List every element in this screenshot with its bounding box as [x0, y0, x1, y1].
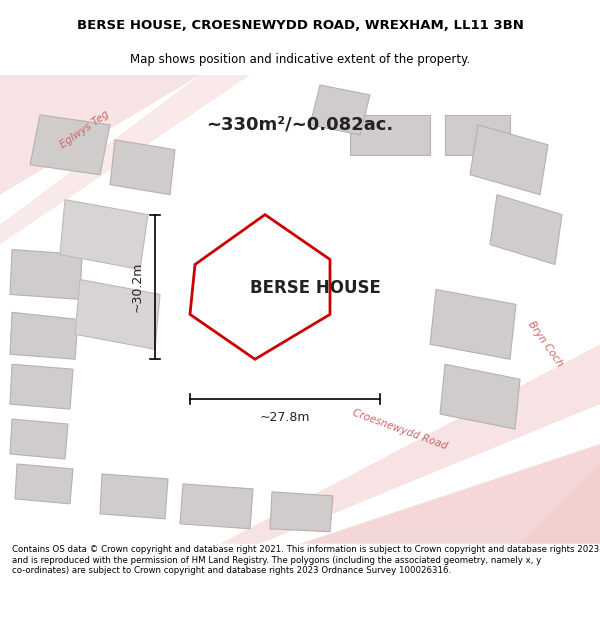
Polygon shape — [10, 364, 73, 409]
Text: Croesnewydd Road: Croesnewydd Road — [351, 408, 449, 451]
Polygon shape — [10, 312, 78, 359]
Polygon shape — [190, 214, 330, 359]
Polygon shape — [310, 85, 370, 135]
Polygon shape — [0, 75, 250, 244]
Polygon shape — [270, 492, 333, 532]
Polygon shape — [10, 419, 68, 459]
Polygon shape — [30, 115, 110, 175]
Polygon shape — [445, 115, 510, 155]
Polygon shape — [440, 364, 520, 429]
Polygon shape — [180, 484, 253, 529]
Polygon shape — [520, 464, 600, 544]
Text: Eglwys Teg: Eglwys Teg — [59, 109, 112, 151]
Polygon shape — [15, 464, 73, 504]
Polygon shape — [430, 289, 516, 359]
Polygon shape — [10, 249, 82, 299]
Polygon shape — [110, 140, 175, 194]
Polygon shape — [490, 194, 562, 264]
Text: Map shows position and indicative extent of the property.: Map shows position and indicative extent… — [130, 52, 470, 66]
Polygon shape — [350, 115, 430, 155]
Text: Contains OS data © Crown copyright and database right 2021. This information is : Contains OS data © Crown copyright and d… — [12, 546, 599, 575]
Text: BERSE HOUSE: BERSE HOUSE — [250, 279, 381, 297]
Polygon shape — [300, 444, 600, 544]
Text: ~330m²/~0.082ac.: ~330m²/~0.082ac. — [206, 116, 394, 134]
Text: BERSE HOUSE, CROESNEWYDD ROAD, WREXHAM, LL11 3BN: BERSE HOUSE, CROESNEWYDD ROAD, WREXHAM, … — [77, 19, 523, 32]
Polygon shape — [60, 199, 148, 269]
Polygon shape — [470, 125, 548, 194]
Text: ~30.2m: ~30.2m — [131, 262, 143, 312]
Polygon shape — [220, 344, 600, 544]
Polygon shape — [75, 279, 160, 349]
Polygon shape — [0, 75, 200, 194]
Text: Bryn Coch: Bryn Coch — [526, 319, 565, 369]
Text: ~27.8m: ~27.8m — [260, 411, 310, 424]
Polygon shape — [100, 474, 168, 519]
